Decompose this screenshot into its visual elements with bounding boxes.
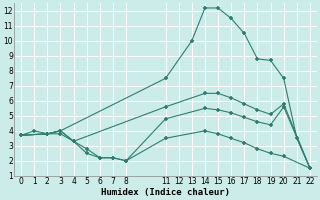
X-axis label: Humidex (Indice chaleur): Humidex (Indice chaleur) bbox=[101, 188, 230, 197]
